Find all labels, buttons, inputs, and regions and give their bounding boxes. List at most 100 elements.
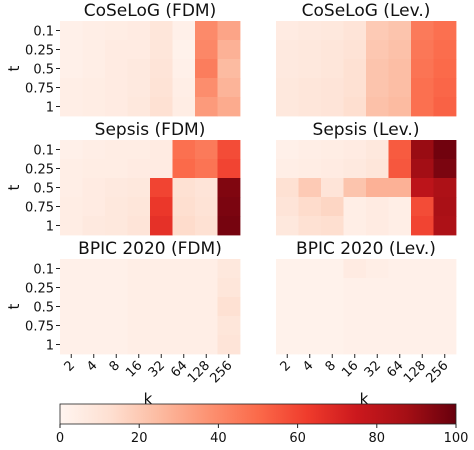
heatmap-cell <box>105 259 128 279</box>
heatmap-cell <box>433 297 457 317</box>
heatmap-cell <box>343 97 367 117</box>
heatmap-cell <box>127 197 151 217</box>
heatmap-cell <box>172 278 196 298</box>
heatmap-cell <box>217 40 241 60</box>
x-tick-label: 4 <box>300 358 316 374</box>
heatmap-cell <box>127 216 151 236</box>
heatmap-cell <box>343 197 367 217</box>
heatmap-cell <box>276 40 299 60</box>
heatmap-cell <box>321 197 344 217</box>
heatmap-cell <box>217 21 241 41</box>
heatmap-cell <box>433 259 457 279</box>
heatmap-cell <box>433 40 457 60</box>
heatmap-cell <box>150 259 173 279</box>
heatmap-cell <box>60 335 83 355</box>
y-tick-label: 0.25 <box>25 282 54 297</box>
heatmap-cell <box>366 259 389 279</box>
heatmap-cell <box>82 40 106 60</box>
x-axis-label: k <box>144 390 153 408</box>
panel-title: BPIC 2020 (Lev.) <box>296 239 436 259</box>
heatmap-cell <box>82 78 106 98</box>
heatmap-cell <box>150 40 173 60</box>
colorbar-tick-label: 20 <box>131 431 148 446</box>
x-tick-label: 32 <box>362 358 384 380</box>
heatmap-cell <box>82 97 106 117</box>
heatmap-cell <box>127 78 151 98</box>
heatmap-cell <box>366 140 389 160</box>
heatmap-cell <box>388 59 412 79</box>
heatmap-cell <box>366 40 389 60</box>
heatmap-cell <box>298 297 322 317</box>
heatmap-cell <box>298 59 322 79</box>
heatmap-cell <box>298 97 322 117</box>
x-tick-label: 2 <box>278 358 294 374</box>
heatmap-cell <box>343 40 367 60</box>
heatmap-cell <box>276 335 299 355</box>
heatmap-cell <box>298 278 322 298</box>
heatmap-cell <box>411 40 434 60</box>
heatmap-cell <box>195 216 218 236</box>
heatmap-cell <box>60 140 83 160</box>
heatmap-cell <box>388 297 412 317</box>
heatmap-cell <box>217 259 241 279</box>
colorbar-gradient <box>59 403 457 425</box>
heatmap-cell <box>276 78 299 98</box>
heatmap-cell <box>127 316 151 336</box>
heatmap-cell <box>172 21 196 41</box>
heatmap-cell <box>321 59 344 79</box>
heatmap-cell <box>217 178 241 198</box>
heatmap-cell <box>127 259 151 279</box>
heatmap-cell <box>321 78 344 98</box>
heatmap-cell <box>343 335 367 355</box>
heatmap-cell <box>195 78 218 98</box>
heatmap-cell <box>298 259 322 279</box>
heatmap-cell <box>343 140 367 160</box>
heatmap-cell <box>60 59 83 79</box>
heatmap-cell <box>60 316 83 336</box>
heatmap-cell <box>195 316 218 336</box>
heatmap-cell <box>366 297 389 317</box>
heatmap-cell <box>411 335 434 355</box>
x-tick-label: 4 <box>84 358 100 374</box>
heatmap-cell <box>60 97 83 117</box>
y-tick-label: 0.1 <box>33 25 54 40</box>
heatmap-cell <box>343 316 367 336</box>
heatmap-cell <box>433 335 457 355</box>
heatmap-cell <box>321 140 344 160</box>
colorbar-tick-label: 80 <box>369 431 386 446</box>
y-tick-label: 0.25 <box>25 44 54 59</box>
heatmap-cell <box>343 159 367 179</box>
heatmap-cell <box>366 97 389 117</box>
heatmap-cell <box>172 335 196 355</box>
heatmap-cell <box>276 259 299 279</box>
heatmap-cell <box>105 21 128 41</box>
heatmap-cell <box>388 335 412 355</box>
heatmap-cell <box>411 140 434 160</box>
heatmap-cell <box>217 140 241 160</box>
y-tick-label: 0.75 <box>25 201 54 216</box>
panel-title: Sepsis (FDM) <box>95 120 206 140</box>
heatmap-cell <box>105 97 128 117</box>
heatmap-cell <box>82 335 106 355</box>
heatmap-cell <box>105 78 128 98</box>
x-axis-label: k <box>360 390 369 408</box>
y-tick-label: 0.5 <box>33 301 54 316</box>
heatmap-cell <box>82 278 106 298</box>
heatmap-cell <box>150 140 173 160</box>
heatmap-panel: Sepsis (FDM) 0.1 0.25 0.5 0.75 1 t <box>5 120 241 236</box>
x-tick-label: 128 <box>185 358 213 386</box>
heatmap-cell <box>388 78 412 98</box>
y-tick-label: 0.5 <box>33 63 54 78</box>
heatmap-cell <box>366 316 389 336</box>
heatmap-cell <box>433 197 457 217</box>
heatmap-cell <box>366 178 389 198</box>
heatmap-cell <box>321 159 344 179</box>
heatmap-cell <box>82 216 106 236</box>
heatmap-cell <box>276 197 299 217</box>
heatmap-cell <box>172 140 196 160</box>
heatmap-cell <box>388 259 412 279</box>
heatmap-cell <box>82 140 106 160</box>
heatmap-cell <box>276 159 299 179</box>
colorbar: 0 20 40 60 80 100 <box>56 403 468 446</box>
